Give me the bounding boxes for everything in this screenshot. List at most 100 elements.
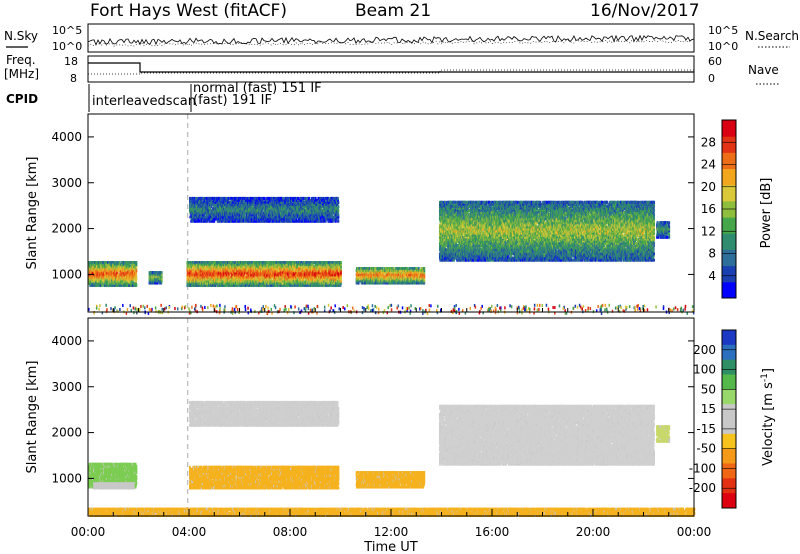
power-cell bbox=[160, 271, 163, 275]
nave-tick-top: 60 bbox=[708, 55, 722, 68]
power-cell bbox=[201, 261, 204, 265]
search-noise-line bbox=[87, 39, 695, 47]
power-cell bbox=[130, 281, 132, 285]
power-cell bbox=[125, 269, 128, 273]
power-cell bbox=[157, 277, 159, 281]
power-cell bbox=[199, 265, 201, 269]
power-cell bbox=[91, 277, 94, 281]
power-cell bbox=[126, 277, 129, 281]
power-cell bbox=[109, 265, 112, 269]
power-cell bbox=[198, 283, 201, 287]
power-cell bbox=[100, 279, 103, 283]
power-cell bbox=[118, 261, 121, 265]
power-cell bbox=[95, 263, 98, 267]
power-cell bbox=[109, 275, 112, 279]
power-cell bbox=[93, 263, 96, 267]
power-cell bbox=[134, 277, 137, 281]
power-cell bbox=[200, 263, 203, 267]
power-cell bbox=[101, 269, 104, 273]
freq-line bbox=[88, 62, 694, 73]
power-cell bbox=[106, 279, 108, 283]
freq-tick-top: 18 bbox=[64, 55, 78, 68]
power-cell bbox=[103, 279, 106, 283]
power-cell bbox=[121, 277, 124, 281]
power-cell bbox=[94, 261, 97, 265]
power-cell bbox=[197, 273, 200, 277]
power-cell bbox=[160, 279, 163, 283]
power-cell bbox=[102, 279, 105, 283]
power-cell bbox=[127, 275, 130, 279]
power-cell bbox=[114, 267, 117, 271]
power-cell bbox=[95, 265, 98, 269]
power-cell bbox=[195, 271, 198, 275]
power-cell bbox=[196, 277, 199, 281]
power-cell bbox=[113, 261, 116, 265]
power-cell bbox=[131, 275, 134, 279]
power-cell bbox=[154, 277, 157, 281]
power-cell bbox=[95, 279, 97, 283]
power-cell bbox=[103, 271, 106, 275]
power-cell bbox=[88, 261, 91, 265]
sky-tick-top-right: 10^5 bbox=[708, 24, 738, 37]
power-cell bbox=[116, 263, 118, 267]
power-cell bbox=[186, 281, 189, 285]
power-cell bbox=[117, 281, 120, 285]
power-cell bbox=[128, 265, 131, 269]
sky-left-label: N.Sky bbox=[4, 29, 38, 43]
power-cell bbox=[103, 273, 106, 277]
power-cell bbox=[135, 269, 138, 273]
power-cell bbox=[106, 263, 109, 267]
cpid-mode-1: interleavedscan bbox=[92, 94, 196, 109]
power-cell bbox=[150, 273, 153, 277]
power-cell bbox=[135, 281, 137, 285]
power-cell bbox=[195, 279, 198, 283]
power-cell bbox=[135, 265, 138, 269]
power-cell bbox=[198, 267, 201, 271]
power-cell bbox=[135, 275, 138, 279]
power-cell bbox=[194, 263, 197, 267]
power-cell bbox=[90, 263, 93, 267]
power-cell bbox=[194, 277, 196, 281]
power-cell bbox=[198, 263, 201, 267]
power-cell bbox=[203, 261, 206, 265]
power-cell bbox=[152, 273, 155, 277]
power-cell bbox=[106, 261, 109, 265]
power-cell bbox=[101, 283, 103, 287]
freq-panel-frame bbox=[87, 55, 695, 83]
power-cell bbox=[97, 275, 100, 279]
power-cell bbox=[128, 263, 131, 267]
power-cell bbox=[117, 273, 120, 277]
power-cell bbox=[115, 281, 118, 285]
power-cell bbox=[116, 271, 119, 275]
power-cell bbox=[101, 263, 104, 267]
power-cell bbox=[160, 273, 163, 277]
power-cell bbox=[135, 277, 138, 281]
power-cell bbox=[193, 267, 196, 271]
power-cell bbox=[135, 273, 137, 277]
power-cell bbox=[132, 283, 134, 287]
freq-label-1: Freq. bbox=[6, 53, 36, 67]
nave-label: Nave bbox=[748, 63, 779, 77]
nave-tick-bottom: 0 bbox=[708, 72, 715, 85]
sky-right-label: N.Search bbox=[745, 29, 799, 43]
power-cell bbox=[99, 275, 102, 279]
power-cell bbox=[114, 271, 117, 275]
freq-label-2: [MHz] bbox=[4, 67, 39, 81]
power-cell bbox=[193, 271, 196, 275]
power-cell bbox=[128, 269, 131, 273]
power-cell bbox=[107, 263, 110, 267]
power-cell bbox=[133, 263, 136, 267]
cpid-panel: CPID interleavedscan normal (fast) 151 I… bbox=[6, 81, 322, 112]
power-cell bbox=[192, 279, 195, 283]
power-cell bbox=[135, 279, 137, 283]
power-cell bbox=[156, 281, 159, 285]
power-cell bbox=[105, 267, 108, 271]
power-cell bbox=[89, 273, 92, 277]
power-cell bbox=[122, 281, 125, 285]
power-cell bbox=[116, 261, 119, 265]
power-cell bbox=[128, 277, 131, 281]
sky-panel-frame bbox=[87, 23, 695, 53]
power-cell bbox=[108, 265, 111, 269]
